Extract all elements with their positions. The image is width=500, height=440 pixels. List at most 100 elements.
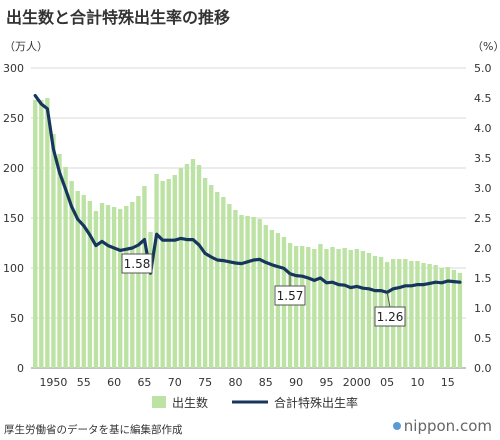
bar: [45, 98, 50, 368]
bar: [209, 185, 214, 368]
bar: [318, 244, 323, 368]
bar: [51, 134, 56, 368]
brand-dot-icon: [392, 422, 401, 430]
y-right-tick-label: 0.5: [474, 332, 492, 345]
y-right-tick-label: 2.5: [474, 212, 492, 225]
x-axis: 1950 55 60 65 70 75 80 85 90 95 2000 05 10 15: [39, 376, 454, 389]
bar: [233, 210, 238, 368]
bar: [166, 179, 171, 368]
y-right-tick-label: 1.5: [474, 272, 492, 285]
source-note: 厚生労働省のデータを基に編集部作成: [4, 424, 183, 436]
bar: [415, 261, 420, 368]
bar: [342, 248, 347, 368]
y-left-tick-label: 50: [10, 312, 24, 325]
x-tick-label: 2000: [343, 376, 371, 389]
bar: [69, 181, 74, 368]
bar: [136, 196, 141, 368]
bar: [312, 249, 317, 368]
bar: [105, 205, 111, 368]
annotation-box: [274, 285, 306, 306]
bar: [221, 197, 226, 368]
bar: [172, 175, 177, 368]
y-left-tick-label: 100: [3, 262, 24, 275]
y-left-tick-label: 250: [3, 112, 24, 125]
bar: [87, 201, 93, 368]
bar: [142, 186, 147, 368]
bar: [324, 249, 329, 368]
bar: [63, 167, 68, 368]
legend-bar-label: 出生数: [172, 395, 208, 410]
bar: [130, 202, 135, 368]
annotation-label: 1.57: [277, 289, 304, 303]
x-tick-label: 60: [107, 376, 121, 389]
y-right-tick-label: 1.0: [474, 302, 492, 315]
x-tick-label: 85: [259, 376, 273, 389]
annotation-1.57: 1.57: [274, 273, 306, 306]
x-tick-label: 05: [380, 376, 394, 389]
bar: [75, 191, 80, 368]
fertility-rate-line: [33, 93, 462, 294]
bar: [360, 251, 366, 368]
annotation-label: 1.58: [124, 257, 151, 271]
bar: [348, 250, 353, 368]
bar: [269, 230, 275, 368]
bar: [293, 246, 299, 368]
y-left-tick-label: 300: [3, 62, 24, 75]
bar: [263, 225, 268, 368]
bar: [111, 207, 117, 368]
bar: [427, 264, 432, 368]
bar: [245, 216, 250, 368]
annotation-label: 1.26: [377, 310, 404, 324]
right-axis: 0.0 0.5 1.0 1.5 2.0 2.5 3.0 3.5 4.0 4.5 5.0 （%）: [472, 40, 500, 375]
bar: [196, 165, 202, 368]
bar: [178, 168, 184, 368]
x-tick-label: 65: [137, 376, 151, 389]
x-tick-label: 80: [228, 376, 242, 389]
x-tick-label: 15: [441, 376, 455, 389]
y-left-tick-label: 200: [3, 162, 24, 175]
x-tick-label: 75: [198, 376, 212, 389]
legend-bar-swatch: [152, 396, 166, 408]
bar-series: [33, 98, 463, 368]
bar: [366, 253, 372, 368]
legend: 出生数 合計特殊出生率: [152, 395, 358, 410]
y-left-tick-label: 0: [17, 362, 24, 375]
bar: [118, 209, 123, 368]
annotations: 1.58 1.57 1.26: [121, 253, 406, 327]
bar: [409, 261, 414, 368]
bar: [202, 178, 208, 368]
bar: [445, 267, 450, 368]
bar: [300, 246, 305, 368]
bar: [227, 204, 232, 368]
bar: [81, 195, 86, 368]
y-left-tick-label: 150: [3, 212, 24, 225]
annotation-box: [374, 306, 406, 327]
x-tick-label: 10: [410, 376, 424, 389]
x-tick-label: 1950: [39, 376, 67, 389]
bar: [354, 249, 359, 368]
bar: [457, 273, 463, 368]
bar: [184, 164, 190, 368]
brand-logo: nippon.com: [392, 417, 492, 435]
y-right-unit: （%）: [472, 40, 500, 53]
bar: [33, 100, 38, 368]
bar: [336, 249, 341, 368]
bar: [439, 268, 444, 368]
y-right-tick-label: 5.0: [474, 62, 492, 75]
y-right-tick-label: 2.0: [474, 242, 492, 255]
bar: [239, 215, 244, 368]
bar: [93, 211, 99, 368]
bar: [154, 174, 159, 368]
bar: [215, 192, 220, 368]
bar: [124, 206, 129, 368]
left-axis: 0 50 100 150 200 250 300 （万人）: [3, 40, 48, 375]
x-tick-label: 90: [289, 376, 303, 389]
bar: [257, 219, 262, 368]
bar: [39, 100, 44, 368]
y-left-unit: （万人）: [4, 40, 48, 53]
bar: [451, 270, 457, 368]
bar: [421, 263, 426, 368]
y-right-tick-label: 0.0: [474, 362, 492, 375]
annotation-1.26: 1.26: [374, 292, 406, 327]
